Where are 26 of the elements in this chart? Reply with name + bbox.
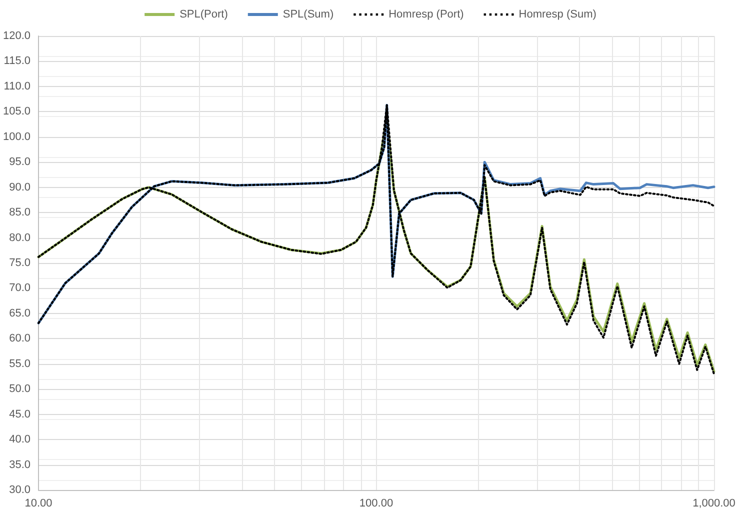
y-tick-label: 60.0 bbox=[9, 332, 31, 345]
x-tick-label: 100.00 bbox=[359, 498, 394, 510]
y-tick-label: 115.0 bbox=[4, 55, 31, 68]
y-tick-label: 100.0 bbox=[2, 130, 31, 143]
legend-label: Homresp (Port) bbox=[388, 8, 464, 20]
y-tick-label: 95.0 bbox=[9, 156, 31, 168]
y-tick-label: 80.0 bbox=[9, 232, 31, 244]
y-tick-label: 120.0 bbox=[2, 30, 31, 42]
y-tick-label: 70.0 bbox=[9, 282, 31, 294]
legend-label: SPL(Sum) bbox=[282, 8, 334, 20]
legend-label: Homresp (Sum) bbox=[518, 8, 596, 20]
y-tick-label: 75.0 bbox=[9, 257, 31, 269]
y-tick-label: 85.0 bbox=[9, 206, 31, 219]
legend-label: SPL(Port) bbox=[180, 8, 228, 20]
y-tick-label: 30.0 bbox=[9, 484, 31, 496]
y-tick-label: 105.0 bbox=[2, 106, 31, 118]
y-tick-label: 45.0 bbox=[9, 408, 31, 420]
y-tick-label: 110.0 bbox=[4, 80, 31, 92]
x-tick-label: 10.00 bbox=[24, 498, 52, 510]
y-tick-label: 40.0 bbox=[9, 434, 31, 446]
y-tick-label: 65.0 bbox=[9, 307, 31, 320]
y-tick-label: 55.0 bbox=[9, 358, 31, 370]
y-tick-label: 50.0 bbox=[9, 383, 31, 396]
y-tick-label: 90.0 bbox=[9, 181, 31, 194]
y-tick-label: 35.0 bbox=[9, 458, 31, 471]
x-tick-label: 1,000.00 bbox=[692, 498, 736, 510]
